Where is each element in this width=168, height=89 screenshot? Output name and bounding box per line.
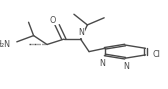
Text: H₂N: H₂N: [0, 40, 10, 49]
Text: N: N: [99, 59, 105, 68]
Text: O: O: [50, 15, 56, 25]
Text: Cl: Cl: [152, 50, 160, 59]
Text: N: N: [79, 28, 84, 37]
Text: N: N: [123, 62, 129, 71]
